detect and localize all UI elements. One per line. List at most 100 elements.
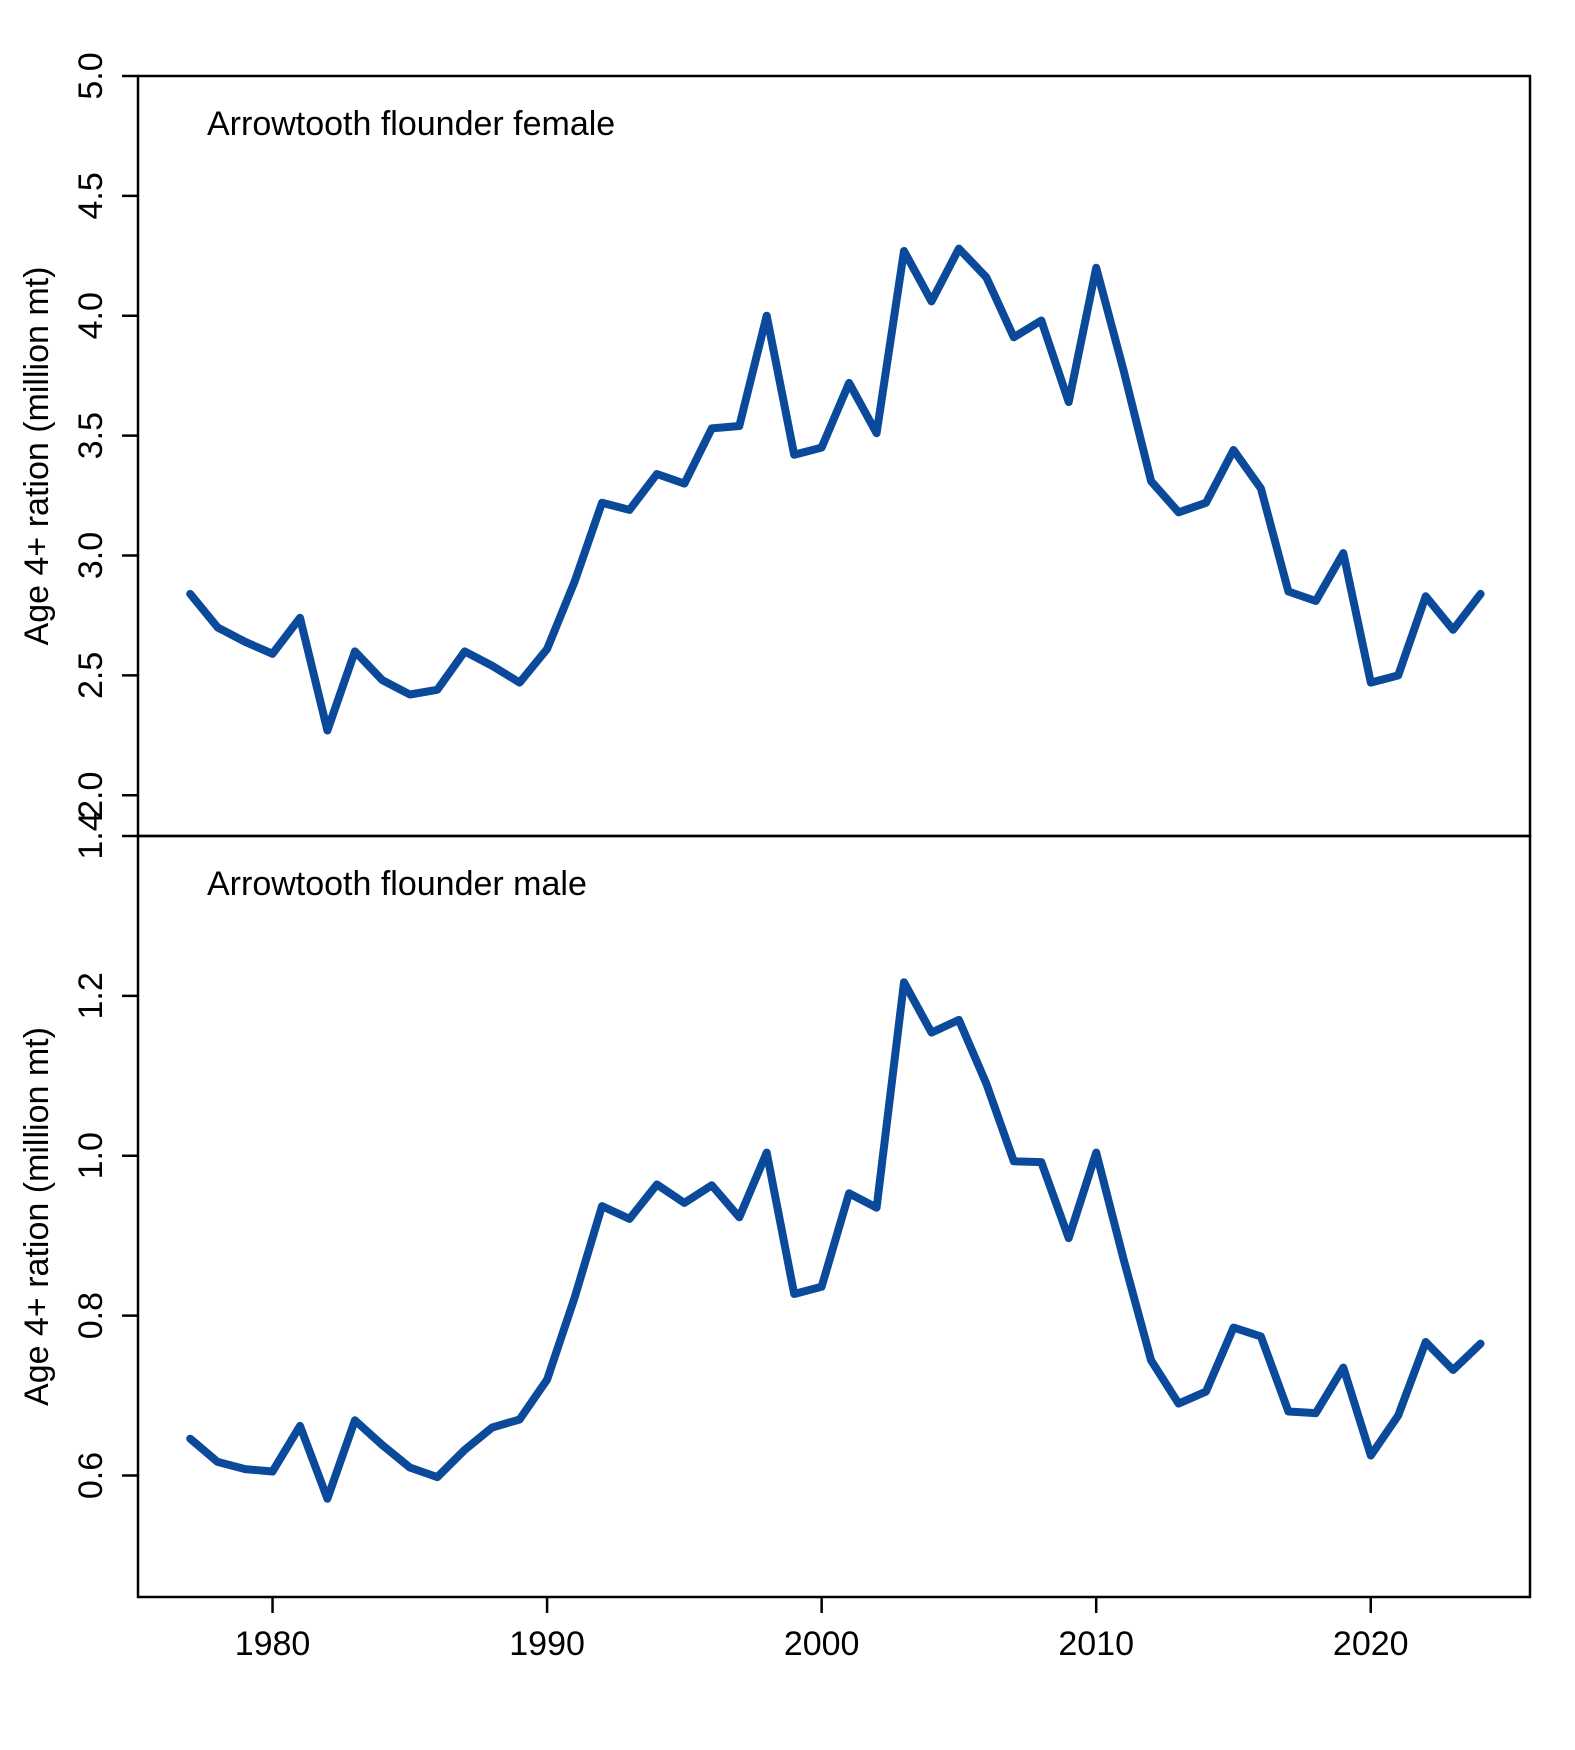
data-point [1313,598,1319,604]
data-point [1340,1365,1346,1371]
data-point [654,1182,660,1188]
data-point [215,624,221,630]
data-point [764,313,770,319]
data-point [1066,399,1072,405]
data-point [983,274,989,280]
x-tick-label: 1990 [509,1625,585,1663]
y-tick-label: 2.5 [72,652,110,699]
data-point [819,1284,825,1290]
plot-frame [136,74,1532,838]
y-tick-label: 2.0 [72,772,110,819]
data-point [819,445,825,451]
data-point [242,1466,248,1472]
data-point [544,646,550,652]
data-point [1258,485,1264,491]
data-point [1450,627,1456,633]
data-point [1148,1357,1154,1363]
y-tick-label: 0.8 [72,1292,110,1339]
data-point [791,1291,797,1297]
data-point [599,1203,605,1209]
data-point [654,471,660,477]
data-point [1423,1339,1429,1345]
data-point [1478,1341,1484,1347]
x-tick-label: 2020 [1333,1625,1409,1663]
data-point [929,298,935,304]
data-point [1203,500,1209,506]
data-point [599,500,605,506]
series-line [186,978,1485,1503]
data-point [1121,1257,1127,1263]
data-point [901,248,907,254]
data-point [517,680,523,686]
data-point [379,1442,385,1448]
data-point [324,1496,330,1502]
data-point [627,507,633,513]
data-point [407,1465,413,1471]
plot-frame [136,834,1532,1599]
data-point [1176,509,1182,515]
data-point [983,1081,989,1087]
data-point [462,1447,468,1453]
data-point [846,1190,852,1196]
data-point [736,423,742,429]
data-point [242,639,248,645]
data-point [1176,1401,1182,1407]
y-tick-label: 4.0 [72,292,110,339]
data-point [1066,1235,1072,1241]
y-tick-label: 1.2 [72,972,110,1019]
data-point [1011,1158,1017,1164]
data-point [187,591,193,597]
data-point [297,1423,303,1429]
y-tick-label: 1.4 [72,812,110,859]
series-line [186,244,1485,735]
data-point [1395,1413,1401,1419]
data-point [270,1469,276,1475]
x-tick-label: 2010 [1058,1625,1134,1663]
data-point [627,1216,633,1222]
data-point [1478,591,1484,597]
data-point [572,579,578,585]
data-point [1450,1367,1456,1373]
data-point [324,728,330,734]
data-point [1368,1453,1374,1459]
y-tick-label: 4.5 [72,172,110,219]
data-point [681,1200,687,1206]
data-point [1011,334,1017,340]
data-point [352,1417,358,1423]
data-point [709,425,715,431]
data-point [736,1214,742,1220]
data-point [681,481,687,487]
data-point [1340,550,1346,556]
data-point [764,1150,770,1156]
data-point [1038,1159,1044,1165]
data-point [1285,1409,1291,1415]
data-point [956,246,962,252]
y-tick-label: 0.6 [72,1452,110,1499]
data-point [1093,1150,1099,1156]
female-panel: 2.0 2.5 3.0 3.5 4.0 4.5 5.0 Age 4+ ration (mill… [18,52,1532,838]
data-point [1423,593,1429,599]
data-point [489,663,495,669]
data-point [1148,478,1154,484]
y-tick-label: 5.0 [72,52,110,99]
data-point [1038,318,1044,324]
data-point [379,677,385,683]
data-point [901,979,907,985]
data-point [874,1205,880,1211]
data-point [434,687,440,693]
data-point [517,1417,523,1423]
data-point [489,1425,495,1431]
data-point [956,1017,962,1023]
male-panel: 0.6 0.8 1.0 1.2 1.4 Age 4+ ration (million mt… [18,812,1532,1663]
data-point [187,1436,193,1442]
data-point [1313,1410,1319,1416]
data-point [1121,368,1127,374]
data-point [791,452,797,458]
data-point [434,1474,440,1480]
y-tick-label: 3.0 [72,532,110,579]
data-point [462,648,468,654]
data-point [1285,589,1291,595]
data-point [1395,672,1401,678]
data-point [846,380,852,386]
